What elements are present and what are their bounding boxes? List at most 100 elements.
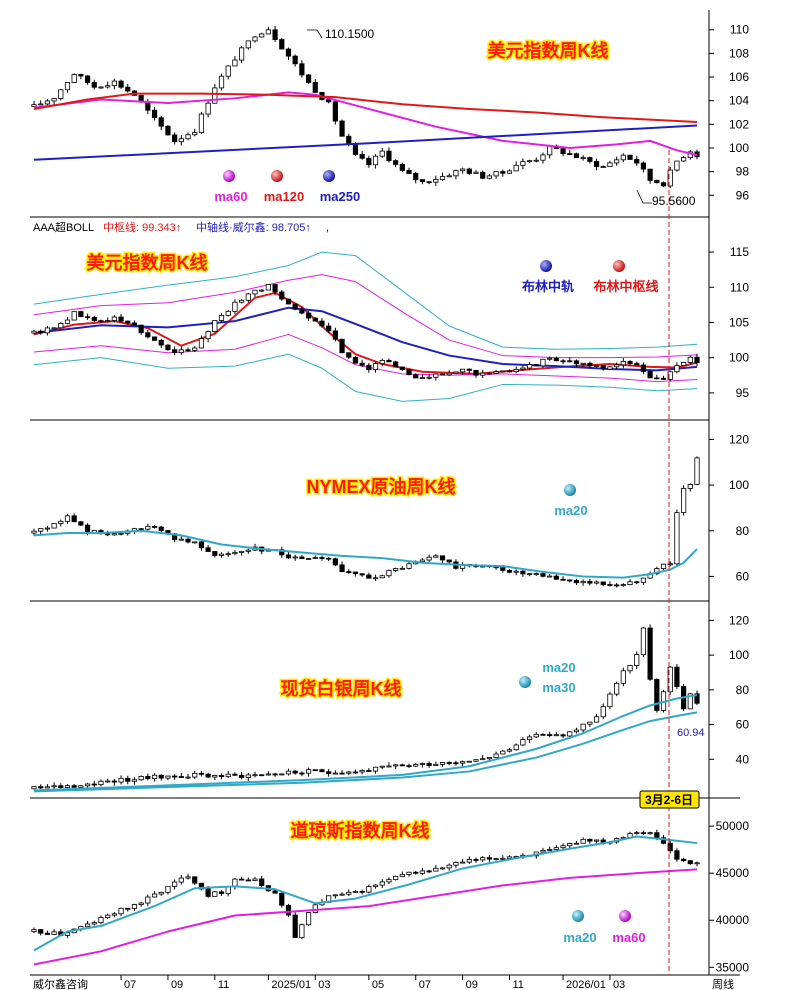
candle <box>580 155 586 161</box>
candle <box>192 346 198 352</box>
marker-label-box <box>639 790 700 809</box>
candle <box>520 158 526 170</box>
candle <box>205 100 211 118</box>
candle <box>386 358 392 363</box>
candle <box>151 772 158 782</box>
candle <box>372 361 379 373</box>
candle <box>480 755 486 761</box>
candle <box>31 927 37 934</box>
candle <box>245 877 251 882</box>
candle <box>332 894 338 899</box>
candle <box>640 161 647 173</box>
candle <box>326 557 332 562</box>
y-tick-label: 80 <box>736 524 750 538</box>
candle <box>279 891 285 908</box>
candle <box>500 749 506 755</box>
candle <box>520 737 526 747</box>
candle <box>151 525 158 529</box>
legend-ma250: ma250 <box>320 170 360 204</box>
candle <box>419 558 426 563</box>
candle <box>198 111 205 135</box>
candle <box>466 856 472 864</box>
boll-inner-upper-line <box>33 274 698 359</box>
candle <box>687 860 693 865</box>
candle <box>285 551 292 559</box>
legend-ma60-label: ma60 <box>214 189 247 204</box>
candle <box>192 541 198 544</box>
candle <box>567 579 573 583</box>
candle <box>681 857 687 863</box>
candle <box>533 572 539 576</box>
candle <box>620 153 626 163</box>
candle <box>158 115 164 131</box>
oil-title: NYMEX原油周K线 <box>306 476 455 497</box>
candle <box>560 359 566 365</box>
candle <box>218 552 225 558</box>
candle <box>533 731 539 738</box>
candle <box>640 577 647 585</box>
candle <box>647 370 653 379</box>
candle <box>319 318 325 328</box>
silver-ma-ball-icon <box>519 676 531 688</box>
candle <box>239 550 245 556</box>
candle <box>399 162 405 173</box>
candle <box>305 912 312 927</box>
x-tick-label: 07 <box>124 979 136 990</box>
boll-mid-ball-icon <box>540 260 552 272</box>
candle <box>192 771 198 779</box>
silver-title: 现货白银周K线 <box>281 678 402 699</box>
candle <box>118 314 124 323</box>
candle <box>446 761 452 766</box>
ma120-ball-icon <box>271 170 283 182</box>
candle <box>426 373 432 380</box>
candle <box>694 353 700 366</box>
candle <box>560 576 566 581</box>
legend-boll-mid-label: 布林中轨 <box>522 279 574 294</box>
y-tick-label: 80 <box>736 683 750 697</box>
x-tick-label: 11 <box>512 979 523 990</box>
candle <box>553 356 559 362</box>
ma60-line <box>33 868 698 966</box>
candle <box>252 876 258 881</box>
overlay-lines <box>33 694 698 793</box>
candle <box>259 289 265 293</box>
candle <box>78 73 84 80</box>
y-tick-label: 60 <box>736 569 750 583</box>
candle <box>426 761 432 768</box>
candle <box>520 568 526 577</box>
candle <box>158 525 164 534</box>
candle <box>446 559 452 564</box>
candle <box>172 774 178 780</box>
candle <box>393 159 399 168</box>
candle <box>64 317 71 325</box>
candle <box>71 73 77 83</box>
candle <box>178 135 184 146</box>
candle <box>84 75 91 85</box>
candle <box>272 26 278 42</box>
candle <box>486 372 492 375</box>
legend-silver-ma30-label: ma30 <box>542 680 575 695</box>
candle <box>547 731 553 738</box>
boll-indicator-name: AAA超BOLL <box>33 220 94 234</box>
candle <box>158 338 164 349</box>
candle <box>681 485 687 516</box>
candle <box>98 779 104 787</box>
candle <box>346 770 352 776</box>
candle <box>580 362 586 367</box>
candle <box>600 703 606 720</box>
candle <box>627 579 633 586</box>
candle <box>413 763 419 768</box>
candle <box>413 171 419 184</box>
candle <box>399 871 405 877</box>
candle <box>660 181 667 188</box>
x-tick-label: 03 <box>318 979 330 990</box>
legend-ma60: ma60 <box>214 170 248 204</box>
candle <box>640 362 647 375</box>
candle <box>252 771 258 778</box>
ma20-line <box>33 835 698 952</box>
candle <box>232 878 238 890</box>
candle <box>118 79 124 90</box>
candle <box>98 915 104 925</box>
candle <box>198 770 205 777</box>
legend-dow-ma20: ma20 <box>563 910 597 945</box>
